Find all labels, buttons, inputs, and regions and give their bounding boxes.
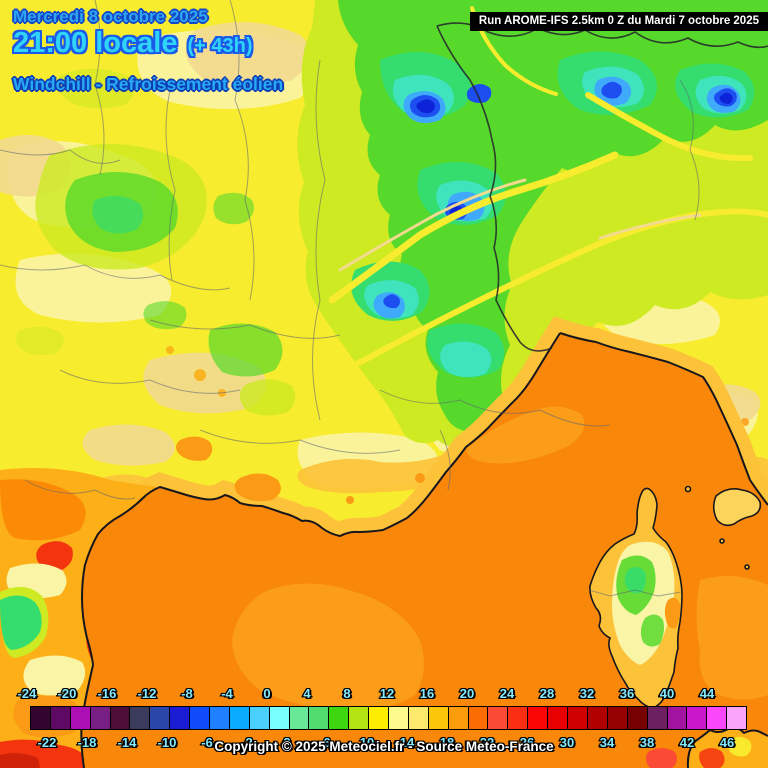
parameter-subtitle: Windchill - Refroissement éolien (13, 74, 284, 94)
sardinia-coast (686, 726, 768, 768)
forecast-offset: (+ 43h) (187, 35, 253, 57)
scale-label: -4 (221, 686, 233, 701)
scale-cell-30 (567, 707, 587, 729)
scale-cell--20 (69, 707, 90, 729)
scale-cell-44 (706, 707, 727, 729)
scale-cell--2 (248, 707, 269, 729)
scale-cell-6 (328, 707, 349, 729)
scale-cell-20 (467, 707, 488, 729)
scale-label: -10 (157, 735, 177, 750)
scale-cell-0 (268, 707, 289, 729)
scale-label: 32 (579, 686, 595, 701)
copyright-notice: Copyright © 2025 Meteociel.fr - Source M… (214, 739, 554, 754)
scale-cell-8 (348, 707, 369, 729)
scale-label: 4 (303, 686, 311, 701)
scale-label: 28 (539, 686, 555, 701)
scale-cell-14 (407, 707, 428, 729)
scale-cell--18 (89, 707, 110, 729)
scale-label: 20 (459, 686, 475, 701)
scale-label: -20 (57, 686, 77, 701)
scale-cell-24 (507, 707, 528, 729)
scale-label: 46 (719, 735, 735, 750)
scale-label: 44 (699, 686, 715, 701)
scale-cell-32 (586, 707, 607, 729)
scale-label: 2 (283, 735, 291, 750)
scale-label: 38 (639, 735, 655, 750)
scale-cell--16 (109, 707, 130, 729)
scale-cell--8 (189, 707, 210, 729)
scale-cell-28 (547, 707, 568, 729)
scale-label: 10 (359, 735, 375, 750)
scale-label: 30 (559, 735, 575, 750)
coastline (80, 332, 768, 768)
department-borders (0, 0, 700, 500)
scale-label: -22 (37, 735, 57, 750)
scale-cell--4 (228, 707, 249, 729)
scale-cell--22 (49, 707, 70, 729)
scale-cell-38 (646, 707, 667, 729)
time-title: 21:00 locale (+ 43h) (13, 27, 252, 60)
national-border (436, 22, 768, 352)
scale-label: 8 (343, 686, 351, 701)
local-time: 21:00 locale (13, 27, 178, 59)
scale-labels-bottom: -22 -18 -14 -10 -6 -2 2 6 10 14 18 22 26 30 34 38 42 46 (0, 735, 768, 751)
model-run-info: Run AROME-IFS 2.5km 0 Z du Mardi 7 octob… (469, 12, 768, 31)
scale-label: -8 (181, 686, 193, 701)
scale-cell-4 (308, 707, 329, 729)
scale-label: -18 (77, 735, 97, 750)
scale-label: 24 (499, 686, 515, 701)
scale-label: -6 (201, 735, 213, 750)
scale-labels-top: -24 -20 -16 -12 -8 -4 0 4 8 12 16 20 24 28 32 36 40 44 (0, 686, 768, 702)
alps-cold-region (297, 0, 768, 448)
massif-central-green-region (16, 68, 296, 416)
scale-label: 0 (263, 686, 271, 701)
scale-cell-22 (487, 707, 508, 729)
scale-cell--24 (31, 707, 50, 729)
date-title: Mercredi 8 octobre 2025 (13, 7, 208, 26)
scale-label: -12 (137, 686, 157, 701)
scale-label: 14 (399, 735, 415, 750)
scale-cell-46 (726, 707, 747, 729)
scale-label: 42 (679, 735, 695, 750)
scale-cell-18 (447, 707, 468, 729)
scale-label: 36 (619, 686, 635, 701)
corsica-island (588, 487, 683, 709)
scale-label: 12 (379, 686, 395, 701)
scale-cell--10 (169, 707, 190, 729)
scale-cell-36 (626, 707, 647, 729)
scale-label: 22 (479, 735, 495, 750)
scale-label: 34 (599, 735, 615, 750)
scale-cell-16 (427, 707, 448, 729)
scale-label: -24 (17, 686, 37, 701)
scale-cell--6 (209, 707, 229, 729)
scale-label: 26 (519, 735, 535, 750)
scale-label: -2 (241, 735, 253, 750)
elba-and-islets (684, 485, 762, 570)
scale-cell-34 (606, 707, 627, 729)
color-scale-bar (30, 706, 747, 730)
scale-cell-40 (666, 707, 687, 729)
scale-label: 6 (323, 735, 331, 750)
scale-label: 18 (439, 735, 455, 750)
scale-cell--14 (129, 707, 150, 729)
sea-light-patches (232, 406, 768, 768)
scale-label: 16 (419, 686, 435, 701)
scale-label: -14 (117, 735, 137, 750)
scale-cell-2 (288, 707, 309, 729)
scale-cell-12 (388, 707, 408, 729)
scale-cell-42 (686, 707, 707, 729)
scale-cell--12 (149, 707, 170, 729)
scale-cell-26 (527, 707, 548, 729)
scale-cell-10 (368, 707, 389, 729)
scale-label: 40 (659, 686, 675, 701)
scale-label: -16 (97, 686, 117, 701)
